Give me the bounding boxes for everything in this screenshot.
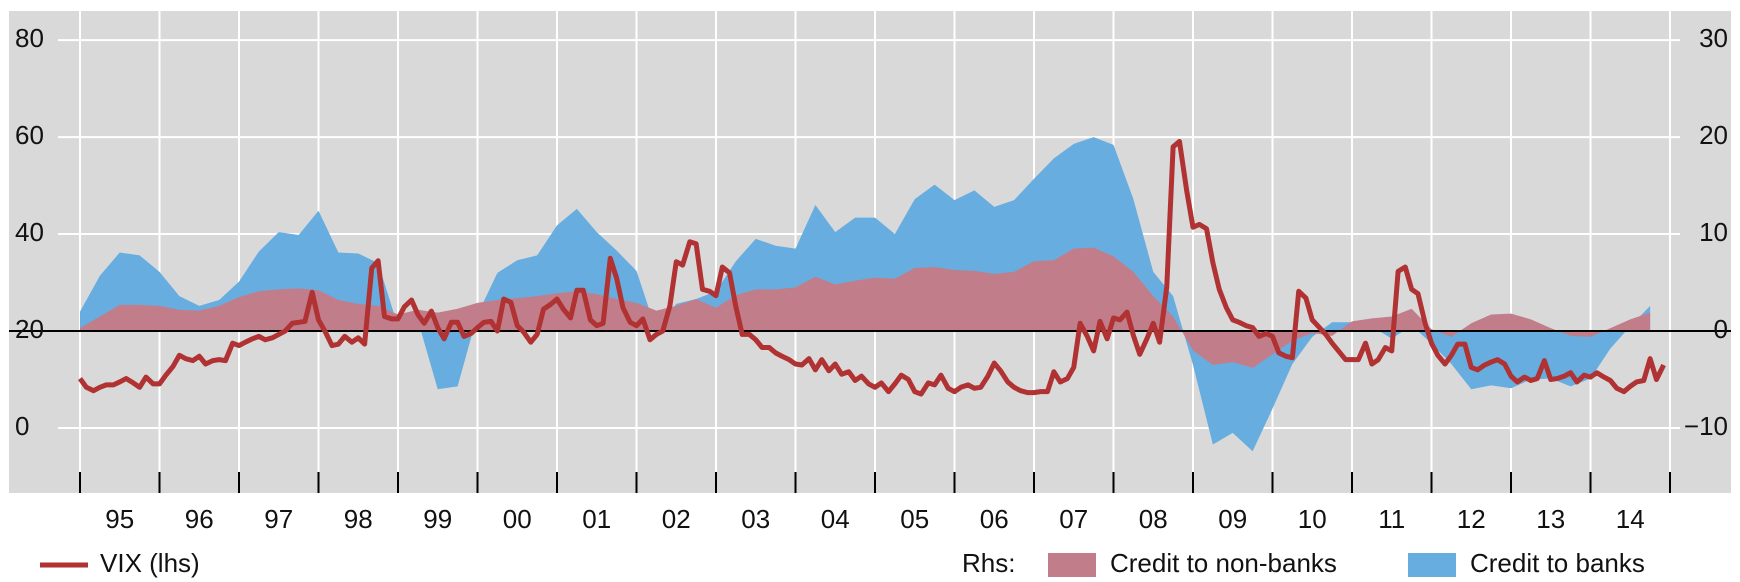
- x-tick-label: 06: [980, 504, 1009, 534]
- y2-tick-label: 30: [1699, 23, 1728, 53]
- legend-label: VIX (lhs): [100, 548, 200, 578]
- x-tick-label: 10: [1298, 504, 1327, 534]
- y2-tick-label: −10: [1684, 411, 1728, 441]
- x-tick-label: 11: [1378, 504, 1405, 534]
- x-tick-label: 13: [1536, 504, 1565, 534]
- legend-swatch: [1408, 553, 1456, 577]
- x-tick-label: 95: [105, 504, 134, 534]
- x-tick-label: 05: [900, 504, 929, 534]
- y-tick-label: 40: [15, 217, 44, 247]
- x-tick-label: 99: [423, 504, 452, 534]
- x-tick-label: 14: [1616, 504, 1645, 534]
- legend-swatch: [1048, 553, 1096, 577]
- legend: Rhs: VIX (lhs) Credit to non-banks Credit …: [40, 548, 1645, 578]
- axes: 0 20 40 60 80 −10 0 10 20 30 95 96 97 98 99 00 01 02 03 04 0…: [15, 23, 1728, 534]
- y2-tick-label: 10: [1699, 217, 1728, 247]
- x-tick-label: 08: [1139, 504, 1168, 534]
- x-tick-label: 96: [185, 504, 214, 534]
- x-tick-label: 00: [503, 504, 532, 534]
- y-tick-label: 60: [15, 120, 44, 150]
- x-tick-label: 02: [662, 504, 691, 534]
- x-tick-label: 98: [344, 504, 373, 534]
- legend-label: Credit to non-banks: [1110, 548, 1337, 578]
- y-tick-label: 0: [15, 411, 29, 441]
- y2-tick-label: 20: [1699, 120, 1728, 150]
- x-tick-label: 01: [582, 504, 611, 534]
- legend-prefix: Rhs:: [962, 548, 1015, 578]
- line: [77, 138, 1666, 397]
- legend-label: Credit to banks: [1470, 548, 1645, 578]
- lines: [77, 138, 1666, 397]
- y-tick-label: 80: [15, 23, 44, 53]
- x-tick-label: 12: [1457, 504, 1486, 534]
- x-tick-label: 07: [1059, 504, 1088, 534]
- y-tick-label: 20: [15, 314, 44, 344]
- x-tick-label: 04: [821, 504, 850, 534]
- y2-tick-label: 0: [1714, 314, 1728, 344]
- x-tick-label: 09: [1218, 504, 1247, 534]
- x-tick-label: 97: [264, 504, 293, 534]
- x-tick-label: 03: [741, 504, 770, 534]
